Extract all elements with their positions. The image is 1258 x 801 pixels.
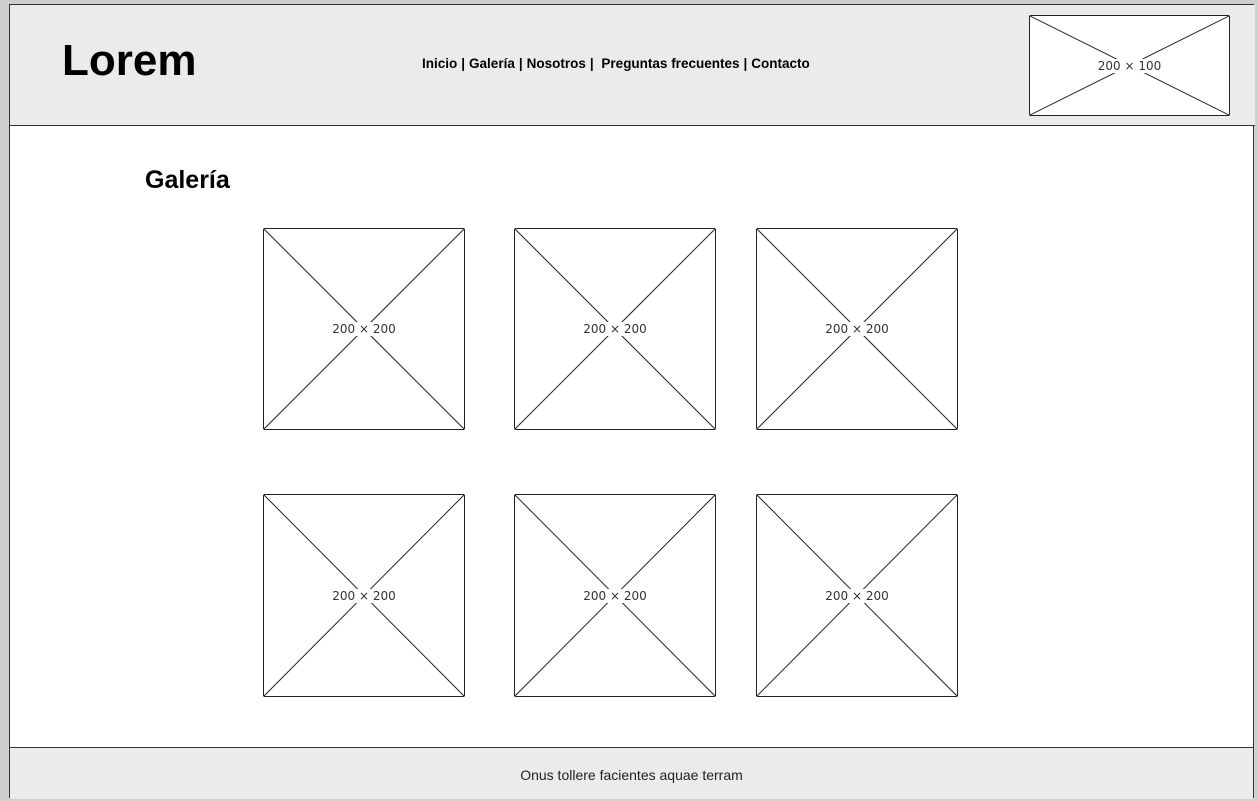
gallery-image[interactable]: 200 × 200 [756, 494, 958, 697]
nav-link-nosotros[interactable]: Nosotros [526, 56, 586, 71]
main-nav: Inicio | Galería | Nosotros | Preguntas frecu… [422, 57, 810, 71]
nav-separator: | [743, 56, 748, 71]
nav-link-preguntas-frecuentes[interactable]: Preguntas frecuentes [601, 56, 740, 71]
gallery-image[interactable]: 200 × 200 [263, 494, 465, 697]
image-size-label: 200 × 200 [823, 588, 891, 603]
header: Lorem Inicio | Galería | Nosotros | Preguntas… [10, 5, 1255, 126]
nav-link-inicio[interactable]: Inicio [422, 56, 458, 71]
image-size-label: 200 × 100 [1095, 58, 1164, 73]
image-size-label: 200 × 200 [581, 588, 649, 603]
image-size-label: 200 × 200 [823, 322, 891, 336]
logo[interactable]: Lorem [62, 36, 197, 85]
nav-link-galeria[interactable]: Galería [469, 56, 515, 71]
image-size-label: 200 × 200 [581, 322, 649, 336]
nav-separator: | [461, 56, 466, 71]
nav-separator: | [589, 56, 594, 71]
nav-link-contacto[interactable]: Contacto [751, 56, 810, 71]
nav-separator: | [518, 56, 523, 71]
page-title: Galería [145, 166, 230, 194]
image-size-label: 200 × 200 [330, 322, 398, 336]
gallery-image[interactable]: 200 × 200 [263, 228, 465, 430]
footer: Onus tollere facientes aquae terram [10, 747, 1253, 799]
gallery-image[interactable]: 200 × 200 [514, 228, 716, 430]
gallery-image[interactable]: 200 × 200 [514, 494, 716, 697]
image-size-label: 200 × 200 [330, 588, 398, 603]
footer-text: Onus tollere facientes aquae terram [520, 767, 743, 783]
gallery-image[interactable]: 200 × 200 [756, 228, 958, 430]
banner-image-placeholder: 200 × 100 [1029, 15, 1230, 116]
